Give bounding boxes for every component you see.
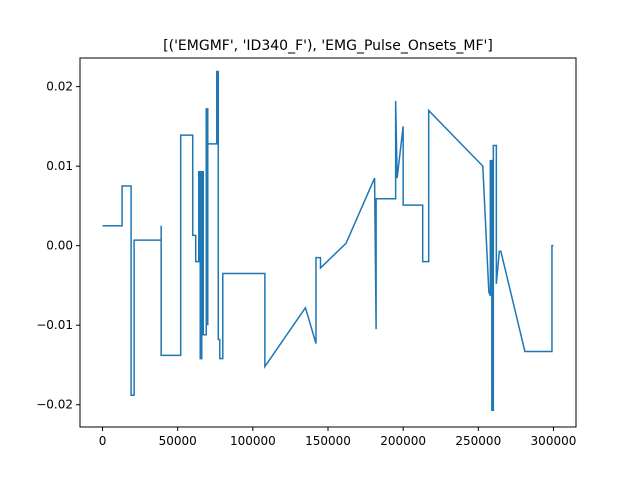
x-tick-label: 0 [99,434,107,448]
y-tick-label: −0.01 [36,318,73,332]
chart-title: [('EMGMF', 'ID340_F'), 'EMG_Pulse_Onsets… [163,38,493,54]
x-tick-label: 200000 [380,434,426,448]
x-tick-label: 300000 [531,434,577,448]
y-tick-label: 0.01 [46,159,73,173]
y-tick-label: 0.00 [46,239,73,253]
x-tick-label: 150000 [305,434,351,448]
y-tick-label: −0.02 [36,398,73,412]
y-axis: −0.02 −0.01 0.00 0.01 0.02 [36,80,80,412]
x-tick-label: 50000 [159,434,197,448]
x-tick-label: 250000 [455,434,501,448]
x-tick-label: 100000 [230,434,276,448]
plot-layer [102,70,554,412]
x-axis: 0 50000 100000 150000 200000 250000 300000 [99,427,577,448]
y-tick-label: 0.02 [46,80,73,94]
series-line-1 [102,70,554,412]
